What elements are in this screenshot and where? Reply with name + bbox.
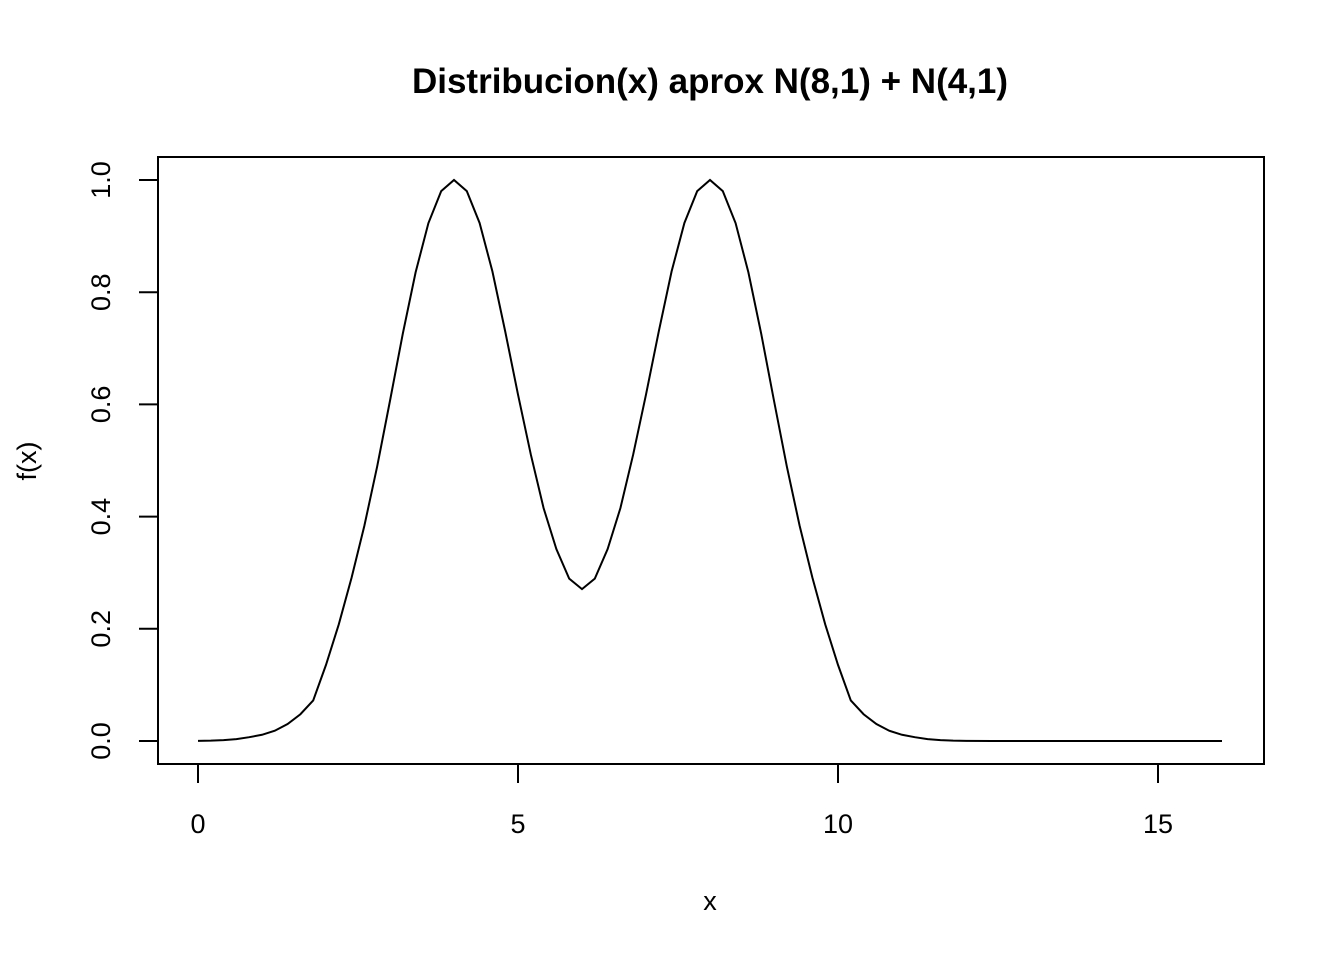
x-tick-label: 5 [510, 809, 525, 839]
y-axis-label: f(x) [12, 442, 42, 481]
y-tick-label: 0.0 [86, 722, 116, 760]
x-tick-label: 10 [823, 809, 853, 839]
chart-title: Distribucion(x) aprox N(8,1) + N(4,1) [412, 62, 1008, 101]
y-axis: 0.0 0.2 0.4 0.6 0.8 1.0 [86, 161, 159, 760]
x-axis: 0 5 10 15 [190, 763, 1173, 839]
density-curve-line [197, 178, 1222, 742]
y-tick-label: 0.4 [86, 498, 116, 536]
y-tick-label: 0.8 [86, 273, 116, 311]
y-tick-label: 0.6 [86, 386, 116, 424]
x-tick-label: 0 [190, 809, 205, 839]
x-tick-label: 15 [1143, 809, 1173, 839]
y-tick-label: 1.0 [86, 161, 116, 199]
x-axis-label: x [703, 886, 717, 916]
y-tick-label: 0.2 [86, 610, 116, 648]
